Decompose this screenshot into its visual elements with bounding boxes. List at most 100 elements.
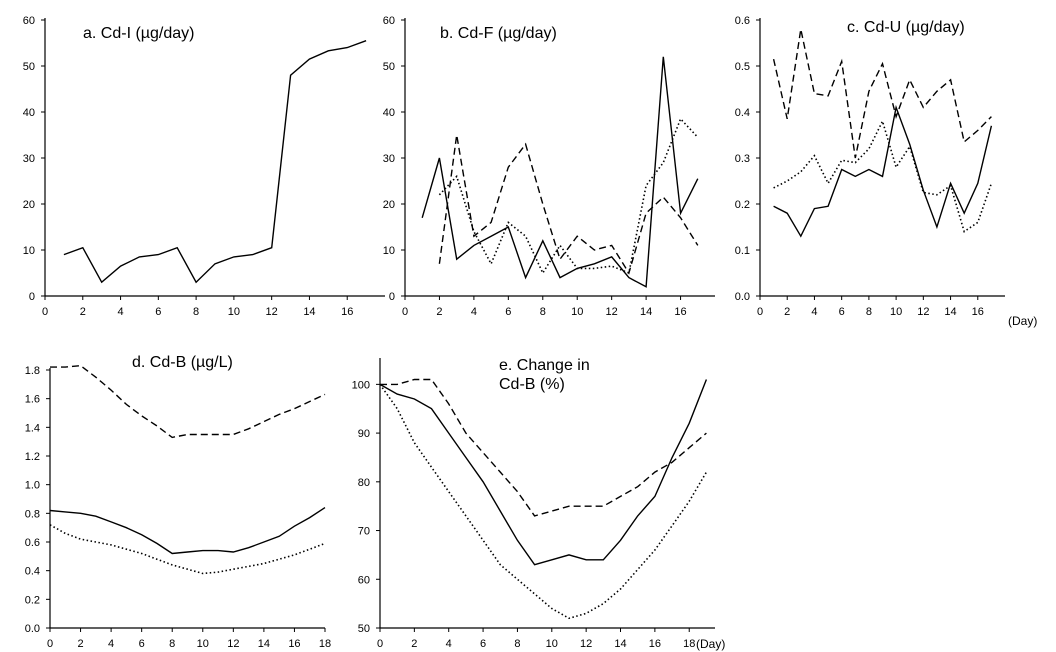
panel-title: a. Cd-I (µg/day) — [83, 25, 194, 42]
panel-d: 0.0 0.2 0.4 0.6 0.8 1.0 1.2 1.4 1.6 1.8 0 2 4 6 8 10 12 1… — [25, 354, 331, 650]
x-tick-label: 10 — [197, 638, 209, 650]
y-tick-label: 60 — [23, 15, 35, 27]
y-tick-label: 0.8 — [25, 508, 40, 520]
x-axis-unit-label: (Day) — [696, 637, 725, 651]
y-tick-label: 0.3 — [735, 153, 750, 165]
x-tick-label: 18 — [319, 638, 331, 650]
y-tick-label: 1.0 — [25, 480, 40, 492]
series-line-dashed — [772, 29, 992, 159]
x-tick-label: 2 — [80, 306, 86, 318]
x-tick-label: 10 — [890, 306, 902, 318]
panel-b: 0 10 20 30 40 50 60 0 2 4 6 8 10 12 14 16 b. Cd-F (µg/da… — [383, 15, 715, 318]
x-tick-label: 12 — [606, 306, 618, 318]
x-tick-label: 6 — [139, 638, 145, 650]
x-tick-label: 2 — [411, 638, 417, 650]
y-tick-label: 90 — [358, 428, 370, 440]
y-tick-label: 0.1 — [735, 245, 750, 257]
y-tick-label: 30 — [23, 153, 35, 165]
series-line-dashed — [50, 364, 326, 439]
panel-e: 50 60 70 80 90 100 0 2 4 6 8 10 12 14 16 18 e. Change in… — [352, 357, 726, 651]
y-tick-label: 1.6 — [25, 394, 40, 406]
y-tick-label: 10 — [23, 245, 35, 257]
panel-a: 0 10 20 30 40 50 60 0 2 4 6 8 10 12 14 16 a. Cd-I (µg/da… — [23, 15, 385, 318]
x-tick-label: 2 — [784, 306, 790, 318]
x-tick-label: 16 — [649, 638, 661, 650]
panel-c: 0.0 0.1 0.2 0.3 0.4 0.5 0.6 0 2 4 6 8 10 12 14 16 c. Cd-… — [735, 15, 1038, 328]
x-tick-label: 0 — [47, 638, 53, 650]
y-tick-label: 0.4 — [735, 107, 750, 119]
x-tick-label: 2 — [436, 306, 442, 318]
y-tick-label: 1.2 — [25, 451, 40, 463]
y-tick-label: 50 — [23, 61, 35, 73]
x-tick-label: 10 — [571, 306, 583, 318]
y-tick-label: 50 — [358, 623, 370, 635]
y-tick-label: 0.6 — [735, 15, 750, 27]
x-tick-label: 14 — [944, 306, 956, 318]
x-tick-label: 14 — [614, 638, 626, 650]
x-tick-label: 0 — [757, 306, 763, 318]
x-tick-label: 16 — [341, 306, 353, 318]
x-tick-label: 12 — [580, 638, 592, 650]
x-tick-label: 4 — [108, 638, 114, 650]
x-tick-label: 0 — [42, 306, 48, 318]
y-tick-label: 50 — [383, 61, 395, 73]
y-tick-label: 0 — [389, 291, 395, 303]
x-tick-label: 8 — [540, 306, 546, 318]
x-tick-label: 4 — [117, 306, 123, 318]
x-tick-label: 18 — [683, 638, 695, 650]
y-tick-label: 10 — [383, 245, 395, 257]
panel-title: d. Cd-B (µg/L) — [132, 354, 233, 371]
x-tick-label: 4 — [811, 306, 817, 318]
y-tick-label: 70 — [358, 526, 370, 538]
x-tick-label: 4 — [471, 306, 477, 318]
series-line-solid — [63, 40, 367, 284]
panel-title: e. Change in Cd-B (%) — [499, 357, 590, 393]
y-tick-label: 40 — [383, 107, 395, 119]
y-tick-label: 0 — [29, 291, 35, 303]
x-tick-label: 6 — [155, 306, 161, 318]
x-tick-label: 16 — [972, 306, 984, 318]
series-line-dashed — [380, 378, 707, 517]
x-tick-label: 12 — [917, 306, 929, 318]
y-tick-label: 0.5 — [735, 61, 750, 73]
x-tick-label: 14 — [303, 306, 315, 318]
series-line-dotted — [379, 383, 708, 620]
x-tick-label: 12 — [227, 638, 239, 650]
y-tick-label: 20 — [23, 199, 35, 211]
x-tick-label: 6 — [839, 306, 845, 318]
y-tick-label: 100 — [352, 379, 370, 391]
x-tick-label: 8 — [866, 306, 872, 318]
x-tick-label: 0 — [402, 306, 408, 318]
series-line-dotted — [773, 119, 993, 233]
y-tick-label: 30 — [383, 153, 395, 165]
y-tick-label: 0.2 — [25, 594, 40, 606]
y-tick-label: 0.4 — [25, 566, 40, 578]
x-tick-label: 6 — [505, 306, 511, 318]
x-tick-label: 4 — [446, 638, 452, 650]
y-tick-label: 80 — [358, 477, 370, 489]
x-tick-label: 16 — [674, 306, 686, 318]
series-line-dotted — [49, 524, 326, 575]
panel-title: c. Cd-U (µg/day) — [847, 19, 965, 36]
x-tick-label: 14 — [258, 638, 270, 650]
panel-title-line: Cd-B (%) — [499, 376, 565, 393]
series-line-solid — [379, 379, 708, 566]
x-tick-label: 10 — [228, 306, 240, 318]
series-line-dotted — [438, 117, 699, 275]
x-tick-label: 0 — [377, 638, 383, 650]
y-tick-label: 0.0 — [25, 623, 40, 635]
y-tick-label: 0.0 — [735, 291, 750, 303]
x-tick-label: 14 — [640, 306, 652, 318]
y-tick-label: 1.8 — [25, 365, 40, 377]
x-tick-label: 2 — [77, 638, 83, 650]
x-tick-label: 8 — [193, 306, 199, 318]
x-tick-label: 12 — [266, 306, 278, 318]
y-tick-label: 0.6 — [25, 537, 40, 549]
y-tick-label: 60 — [383, 15, 395, 27]
x-tick-label: 8 — [514, 638, 520, 650]
y-tick-label: 1.4 — [25, 422, 40, 434]
x-tick-label: 8 — [169, 638, 175, 650]
y-tick-label: 60 — [358, 574, 370, 586]
panel-title: b. Cd-F (µg/day) — [440, 25, 557, 42]
